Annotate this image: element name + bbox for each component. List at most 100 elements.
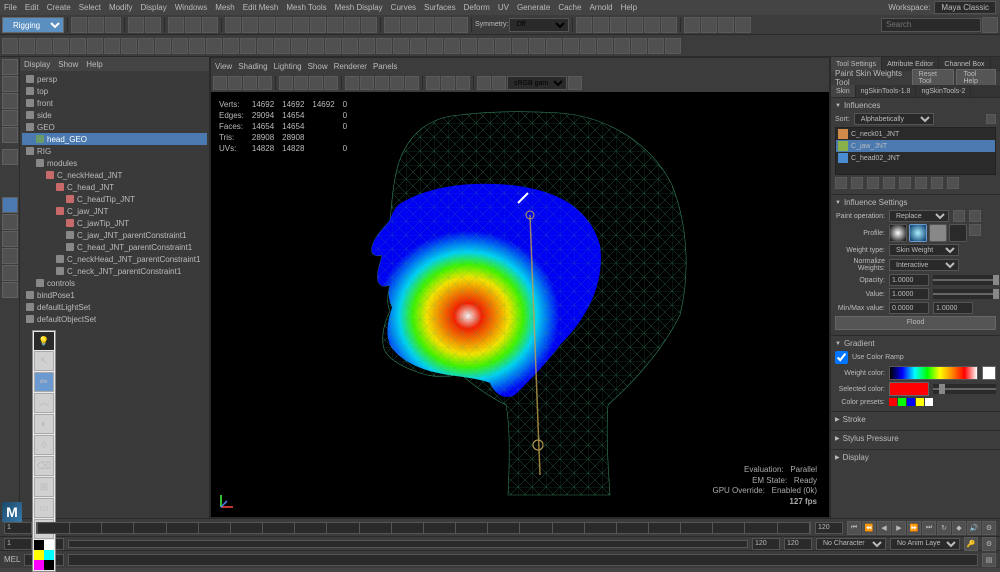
shelf-icon-14[interactable] — [223, 38, 239, 54]
render-seq-icon[interactable] — [610, 17, 626, 33]
outliner-item[interactable]: persp — [22, 73, 207, 85]
outliner-item[interactable]: C_head_JNT_parentConstraint1 — [22, 241, 207, 253]
hypershade-icon[interactable] — [644, 17, 660, 33]
mode-icon-5[interactable] — [899, 177, 911, 189]
brush-browse-icon[interactable] — [969, 224, 981, 236]
tab-ngskin2[interactable]: ngSkinTools-2 — [916, 85, 971, 97]
brush-profile-2[interactable] — [909, 224, 927, 242]
influence-list[interactable]: C_neck01_JNTC_jaw_JNTC_head02_JNT — [835, 127, 996, 175]
menu-display[interactable]: Display — [141, 3, 167, 12]
shelf-icon-38[interactable] — [631, 38, 647, 54]
module-selector[interactable]: Rigging — [2, 17, 64, 33]
vp-panel-icon[interactable] — [568, 76, 582, 90]
shelf-icon-1[interactable] — [2, 38, 18, 54]
layout-two-v-icon[interactable] — [2, 231, 18, 247]
sel-mask-2[interactable] — [242, 17, 258, 33]
vp-xray-jnt-icon[interactable] — [456, 76, 470, 90]
vp-menu-panels[interactable]: Panels — [373, 62, 397, 71]
preset-color-swatch[interactable] — [889, 398, 897, 406]
prefs-button[interactable]: ⚙ — [982, 521, 996, 535]
paint-select-icon[interactable] — [202, 17, 218, 33]
select-tool-icon[interactable] — [2, 59, 18, 75]
use-ramp-checkbox[interactable] — [835, 351, 848, 364]
shelf-icon-17[interactable] — [274, 38, 290, 54]
account-icon[interactable] — [982, 17, 998, 33]
paint-op-dropdown[interactable]: Replace — [889, 210, 949, 222]
min-input[interactable] — [889, 302, 929, 314]
tab-skin[interactable]: Skin — [831, 85, 856, 97]
snap-live-icon[interactable] — [452, 17, 468, 33]
vp-bookmark-icon[interactable] — [243, 76, 257, 90]
search-input[interactable] — [881, 18, 981, 32]
menu-modify[interactable]: Modify — [109, 3, 133, 12]
vp-xray-icon[interactable] — [441, 76, 455, 90]
influence-item[interactable]: C_neck01_JNT — [836, 128, 995, 140]
shelf-icon-35[interactable] — [580, 38, 596, 54]
vp-colorspace-dropdown[interactable]: sRGB gamma — [507, 76, 567, 90]
outliner-item[interactable]: C_jaw_JNT — [22, 205, 207, 217]
step-fwd-button[interactable]: ⏩ — [907, 521, 921, 535]
play-fwd-button[interactable]: ▶ — [892, 521, 906, 535]
toolbox-lightbulb-icon[interactable]: 💡 — [34, 332, 54, 350]
vp-select-cam-icon[interactable] — [213, 76, 227, 90]
sel-mask-9[interactable] — [361, 17, 377, 33]
flood-button[interactable]: Flood — [835, 316, 996, 330]
vp-gamma-icon[interactable] — [492, 76, 506, 90]
brush-profile-1[interactable] — [889, 224, 907, 242]
outliner-item[interactable]: controls — [22, 277, 207, 289]
outliner-item[interactable]: modules — [22, 157, 207, 169]
shelf-icon-6[interactable] — [87, 38, 103, 54]
symmetry-dropdown[interactable]: Off — [509, 18, 569, 32]
timeline-end-field[interactable] — [815, 522, 843, 534]
panel-3-icon[interactable] — [718, 17, 734, 33]
shelf-icon-27[interactable] — [444, 38, 460, 54]
tb-pinch-icon[interactable]: ◊ — [34, 435, 54, 455]
tb-relax-icon[interactable]: ◐ — [34, 414, 54, 434]
shelf-icon-32[interactable] — [529, 38, 545, 54]
shelf-icon-18[interactable] — [291, 38, 307, 54]
outliner-item[interactable]: GEO — [22, 121, 207, 133]
range-prefs-button[interactable]: ⚙ — [982, 537, 996, 551]
shelf-icon-29[interactable] — [478, 38, 494, 54]
menu-mesh[interactable]: Mesh — [215, 3, 235, 12]
vp-lock-cam-icon[interactable] — [228, 76, 242, 90]
panel-4-icon[interactable] — [735, 17, 751, 33]
sel-mask-5[interactable] — [293, 17, 309, 33]
fast-fwd-button[interactable]: ⏭ — [922, 521, 936, 535]
viewport-canvas[interactable]: Verts:1469214692146920Edges:29094146540F… — [211, 92, 829, 517]
layout-custom-icon[interactable] — [2, 282, 18, 298]
shelf-icon-33[interactable] — [546, 38, 562, 54]
tb-erase-icon[interactable]: ⌫ — [34, 456, 54, 476]
timeline-start-field[interactable] — [4, 522, 32, 534]
open-scene-icon[interactable] — [88, 17, 104, 33]
tb-paint-icon[interactable]: ✏ — [34, 372, 54, 392]
range-track[interactable] — [68, 540, 748, 548]
shelf-icon-21[interactable] — [342, 38, 358, 54]
outliner-item[interactable]: head_GEO — [22, 133, 207, 145]
move-tool-icon[interactable] — [2, 93, 18, 109]
stroke-header[interactable]: Stroke — [835, 415, 996, 424]
tb-rect-icon[interactable]: ▭ — [34, 498, 54, 518]
influences-header[interactable]: Influences — [835, 101, 996, 110]
layout-two-h-icon[interactable] — [2, 248, 18, 264]
outliner-item[interactable]: side — [22, 109, 207, 121]
brush-profile-4[interactable] — [949, 224, 967, 242]
outliner-item[interactable]: C_neckHead_JNT — [22, 169, 207, 181]
shelf-icon-28[interactable] — [461, 38, 477, 54]
opacity-slider[interactable] — [933, 275, 996, 285]
rotate-tool-icon[interactable] — [2, 110, 18, 126]
shelf-icon-31[interactable] — [512, 38, 528, 54]
layout-single-icon[interactable] — [2, 197, 18, 213]
menu-generate[interactable]: Generate — [517, 3, 550, 12]
menu-meshtools[interactable]: Mesh Tools — [286, 3, 326, 12]
shelf-icon-12[interactable] — [189, 38, 205, 54]
menu-editmesh[interactable]: Edit Mesh — [243, 3, 279, 12]
lasso-tool-icon[interactable] — [2, 76, 18, 92]
shelf-icon-7[interactable] — [104, 38, 120, 54]
stylus-header[interactable]: Stylus Pressure — [835, 434, 996, 443]
selected-color-slider[interactable] — [933, 384, 996, 394]
outliner-item[interactable]: C_jaw_JNT_parentConstraint1 — [22, 229, 207, 241]
shelf-icon-30[interactable] — [495, 38, 511, 54]
opacity-input[interactable] — [889, 274, 929, 286]
menu-create[interactable]: Create — [47, 3, 71, 12]
